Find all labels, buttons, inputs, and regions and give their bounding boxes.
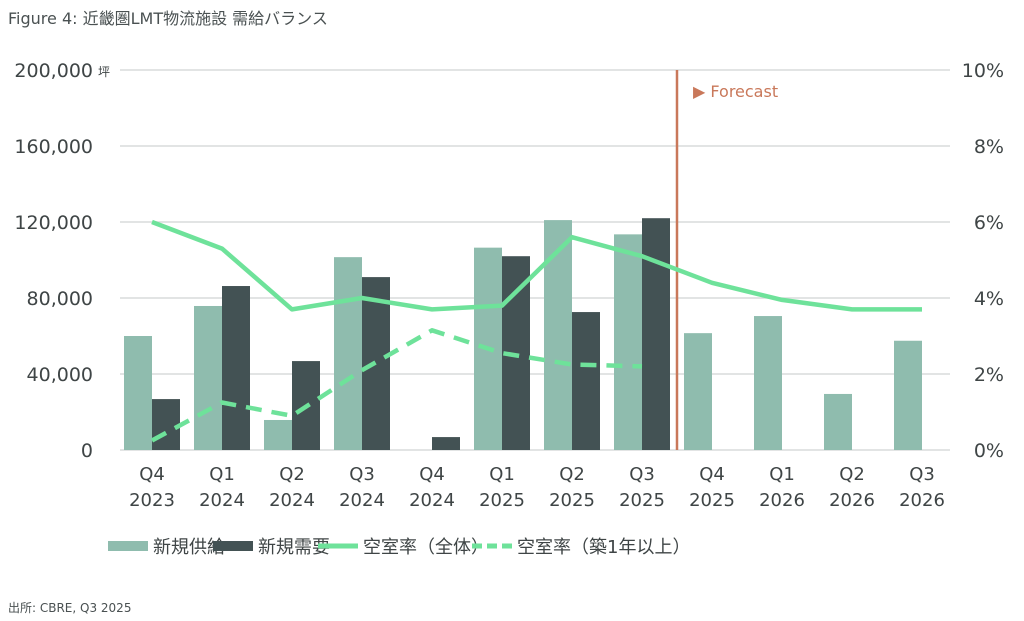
legend-label: 新規需要 [258, 537, 330, 558]
bar-supply [824, 393, 852, 450]
y2-tick-label: 0% [974, 440, 1004, 462]
x-tick-label: 2025 [479, 490, 525, 511]
y-tick-label: 80,000 [27, 288, 93, 310]
forecast-label: ▶ Forecast [693, 82, 778, 101]
y2-tick-label: 2% [974, 364, 1004, 386]
y-tick-label: 0 [81, 440, 93, 462]
x-tick-label: Q1 [489, 464, 515, 485]
x-tick-label: 2024 [339, 490, 385, 511]
legend-label: 新規供給 [153, 537, 225, 558]
bar-supply [264, 419, 292, 450]
y-tick-label: 120,000 [14, 212, 93, 234]
y2-tick-label: 6% [974, 212, 1004, 234]
x-tick-label: Q3 [909, 464, 935, 485]
legend-label: 空室率（全体） [363, 537, 489, 558]
y-tick-label: 200,000 [14, 60, 93, 82]
y-tick-label: 40,000 [27, 364, 93, 386]
y-unit-label: 坪 [98, 65, 110, 79]
line-vacancy-1yr [150, 328, 643, 443]
x-tick-label: 2024 [409, 490, 455, 511]
bar-supply [124, 336, 152, 450]
y-tick-label: 160,000 [14, 136, 93, 158]
x-tick-label: Q4 [419, 464, 445, 485]
y2-tick-label: 4% [974, 288, 1004, 310]
x-tick-label: Q2 [839, 464, 865, 485]
bar-supply [684, 333, 712, 450]
x-tick-label: Q4 [699, 464, 725, 485]
x-tick-label: 2025 [689, 490, 735, 511]
x-tick-label: 2025 [619, 490, 665, 511]
chart-title: Figure 4: 近畿圏LMT物流施設 需給バランス [8, 9, 328, 28]
x-tick-label: 2026 [759, 490, 805, 511]
legend-swatch [213, 541, 253, 551]
x-tick-label: Q2 [279, 464, 305, 485]
source-note: 出所: CBRE, Q3 2025 [8, 601, 131, 615]
bar-supply [614, 234, 642, 450]
x-tick-label: Q2 [559, 464, 585, 485]
line-vacancy-total [151, 219, 922, 312]
bar-supply [894, 340, 922, 450]
bar-demand [432, 437, 460, 450]
y2-tick-label: 10% [962, 60, 1004, 82]
legend-swatch [108, 541, 148, 551]
legend-label: 空室率（築1年以上） [517, 537, 690, 558]
bar-supply [194, 305, 222, 450]
bar-supply [544, 220, 572, 450]
x-tick-label: 2024 [199, 490, 245, 511]
bar-demand [152, 399, 180, 450]
x-tick-label: Q4 [139, 464, 165, 485]
x-tick-label: Q3 [349, 464, 375, 485]
x-tick-label: Q1 [769, 464, 795, 485]
x-tick-label: 2023 [129, 490, 175, 511]
bar-demand [572, 312, 600, 450]
x-tick-label: Q3 [629, 464, 655, 485]
bar-supply [754, 316, 782, 450]
x-tick-label: 2026 [829, 490, 875, 511]
bar-supply [334, 257, 362, 450]
x-tick-label: Q1 [209, 464, 235, 485]
x-tick-label: 2024 [269, 490, 315, 511]
y2-tick-label: 8% [974, 136, 1004, 158]
x-tick-label: 2026 [899, 490, 945, 511]
x-tick-label: 2025 [549, 490, 595, 511]
bar-demand [222, 286, 250, 450]
bar-demand [642, 218, 670, 450]
